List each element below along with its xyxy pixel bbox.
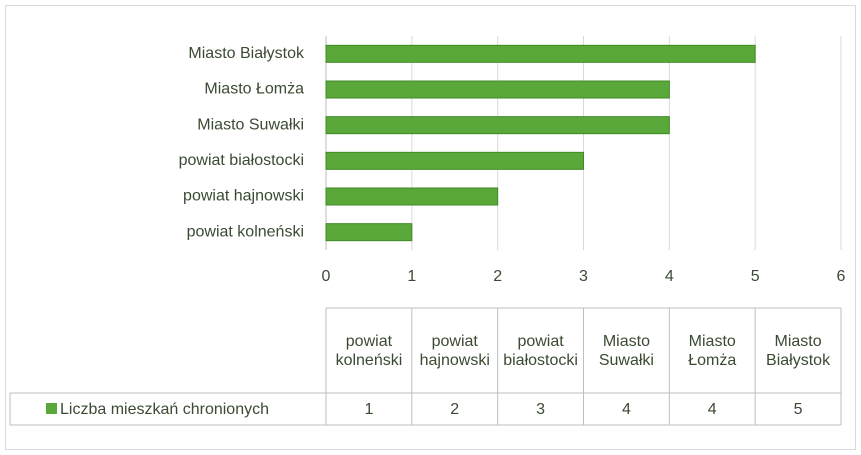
table-header: powiat hajnowski (419, 332, 490, 369)
x-tick-label: 5 (751, 268, 760, 285)
y-tick-label: powiat hajnowski (183, 188, 304, 205)
table-header: Miasto Łomża (688, 332, 737, 369)
legend-label: Liczba mieszkań chronionych (60, 401, 269, 418)
table-header: powiat kolneński (335, 332, 403, 369)
table-value: 3 (536, 400, 546, 418)
x-tick-label: 6 (837, 268, 846, 285)
table-header: Miasto Białystok (766, 332, 831, 369)
bar (325, 44, 756, 63)
table-value: 2 (450, 400, 460, 418)
x-tick-label: 1 (407, 268, 416, 285)
y-tick-label: powiat białostocki (179, 152, 304, 169)
bar (325, 151, 584, 170)
x-tick-label: 0 (322, 268, 331, 285)
table-value: 1 (364, 400, 374, 418)
x-tick-label: 3 (579, 268, 588, 285)
bar (325, 80, 670, 99)
table-header: powiat białostocki (503, 332, 578, 369)
x-tick-label: 2 (493, 268, 502, 285)
bar (325, 116, 670, 135)
table-value: 4 (707, 400, 717, 418)
table-value: 5 (793, 400, 803, 418)
y-tick-label: powiat kolneński (187, 223, 304, 240)
legend-key (46, 403, 57, 414)
y-tick-label: Miasto Suwałki (197, 116, 304, 133)
y-tick-label: Miasto Białystok (188, 45, 305, 62)
table-header: Miasto Suwałki (598, 332, 654, 369)
y-tick-label: Miasto Łomża (204, 81, 304, 98)
bar (325, 187, 499, 206)
table-value: 4 (621, 400, 631, 418)
bar (325, 223, 413, 242)
chart-frame (5, 5, 856, 450)
x-tick-label: 4 (665, 268, 674, 285)
